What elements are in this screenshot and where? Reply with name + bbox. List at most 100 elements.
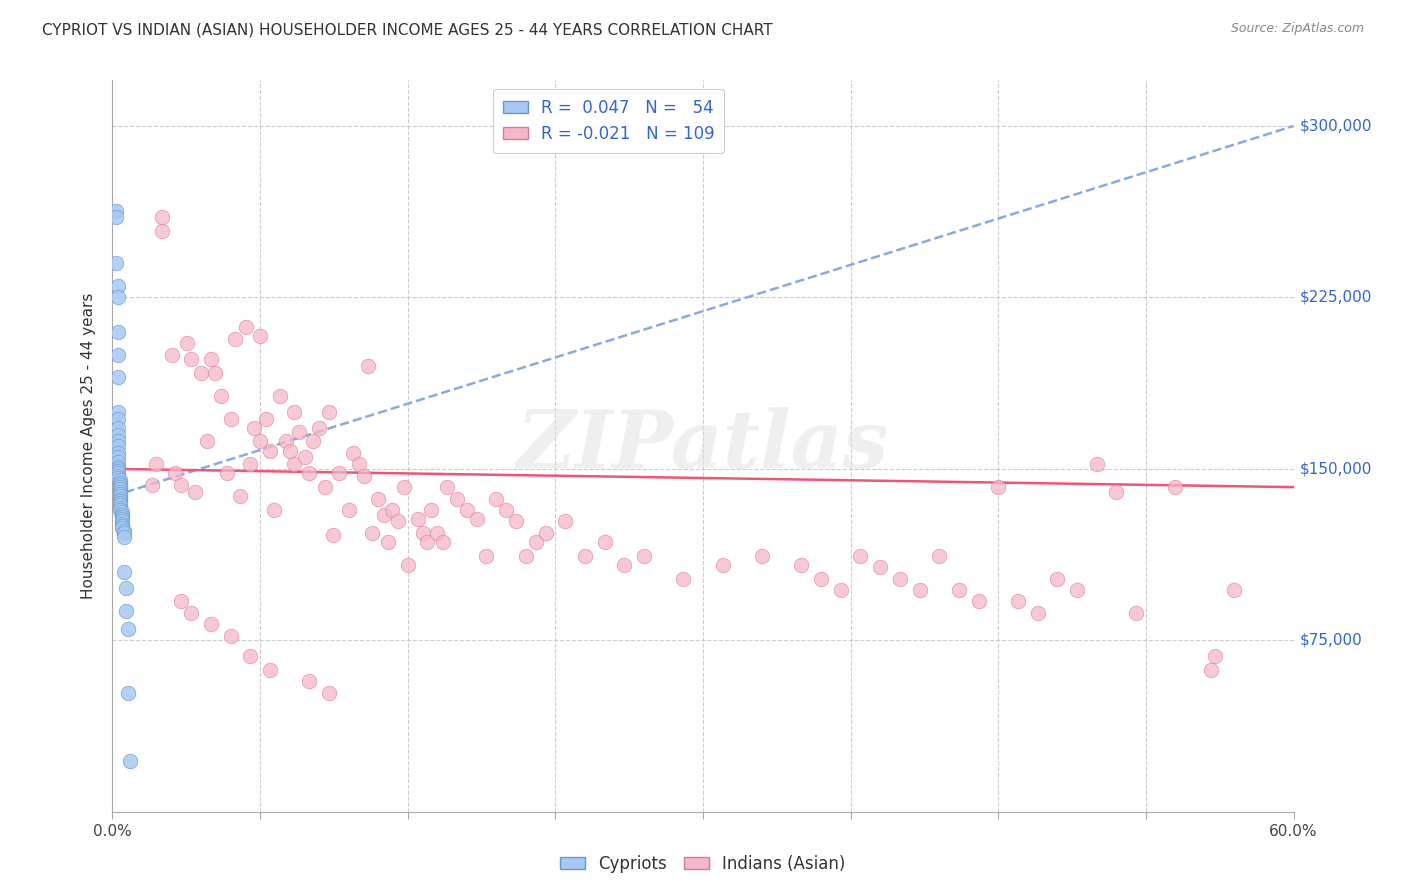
Point <box>107 468 129 483</box>
Point <box>436 480 458 494</box>
Point <box>342 446 364 460</box>
Point <box>318 686 340 700</box>
Point <box>235 320 257 334</box>
Point <box>107 467 129 481</box>
Point <box>294 450 316 465</box>
Point <box>107 471 129 485</box>
Point <box>112 524 135 538</box>
Point <box>328 467 350 481</box>
Point <box>107 427 129 442</box>
Point <box>141 478 163 492</box>
Point <box>357 359 380 373</box>
Point <box>107 455 129 469</box>
Point <box>110 487 132 501</box>
Point <box>107 459 129 474</box>
Point <box>184 484 207 499</box>
Point <box>613 558 636 572</box>
Text: $150,000: $150,000 <box>1299 461 1372 476</box>
Point <box>204 366 226 380</box>
Text: ZIPatlas: ZIPatlas <box>517 408 889 484</box>
Point <box>111 521 134 535</box>
Point <box>195 434 218 449</box>
Point <box>200 352 222 367</box>
Point <box>278 443 301 458</box>
Point <box>110 489 132 503</box>
Point <box>849 549 872 563</box>
Point <box>110 475 132 490</box>
Point <box>505 515 527 529</box>
Point <box>269 389 291 403</box>
Point <box>111 516 134 531</box>
Point <box>176 336 198 351</box>
Point <box>224 332 246 346</box>
Point <box>107 348 129 362</box>
Point <box>107 420 129 434</box>
Point <box>485 491 508 506</box>
Point <box>298 467 321 481</box>
Point <box>574 549 596 563</box>
Point <box>105 211 128 225</box>
Point <box>110 493 132 508</box>
Point <box>1026 606 1049 620</box>
Point <box>322 528 344 542</box>
Point <box>112 530 135 544</box>
Point <box>105 203 128 218</box>
Point <box>830 582 852 597</box>
Point <box>347 457 370 471</box>
Point <box>1199 663 1222 677</box>
Point <box>145 457 167 471</box>
Point <box>110 483 132 497</box>
Point <box>302 434 325 449</box>
Point <box>239 649 262 664</box>
Point <box>790 558 813 572</box>
Point <box>515 549 537 563</box>
Point <box>337 503 360 517</box>
Point <box>908 582 931 597</box>
Point <box>1204 649 1226 664</box>
Point <box>381 503 404 517</box>
Text: $300,000: $300,000 <box>1299 119 1372 134</box>
Point <box>396 558 419 572</box>
Point <box>150 224 173 238</box>
Point <box>111 508 134 522</box>
Point <box>495 503 517 517</box>
Point <box>948 582 970 597</box>
Point <box>110 480 132 494</box>
Point <box>263 503 285 517</box>
Point <box>406 512 429 526</box>
Point <box>200 617 222 632</box>
Point <box>229 489 252 503</box>
Point <box>111 519 134 533</box>
Point <box>110 491 132 506</box>
Point <box>869 560 891 574</box>
Point <box>288 425 311 440</box>
Point <box>110 496 132 510</box>
Point <box>392 480 415 494</box>
Point <box>446 491 468 506</box>
Point <box>967 594 990 608</box>
Point <box>751 549 773 563</box>
Point <box>170 478 193 492</box>
Point <box>373 508 395 522</box>
Point <box>928 549 950 563</box>
Point <box>170 594 193 608</box>
Point <box>534 525 557 540</box>
Point <box>110 500 132 515</box>
Point <box>219 411 242 425</box>
Point <box>112 565 135 579</box>
Point <box>456 503 478 517</box>
Point <box>219 629 242 643</box>
Point <box>274 434 297 449</box>
Point <box>387 515 409 529</box>
Point <box>107 279 129 293</box>
Point <box>110 473 132 487</box>
Point <box>318 405 340 419</box>
Point <box>283 405 305 419</box>
Point <box>249 329 271 343</box>
Point <box>633 549 655 563</box>
Legend: R =  0.047   N =   54, R = -0.021   N = 109: R = 0.047 N = 54, R = -0.021 N = 109 <box>492 88 724 153</box>
Text: $75,000: $75,000 <box>1299 632 1362 648</box>
Point <box>105 256 128 270</box>
Point <box>110 478 132 492</box>
Point <box>249 434 271 449</box>
